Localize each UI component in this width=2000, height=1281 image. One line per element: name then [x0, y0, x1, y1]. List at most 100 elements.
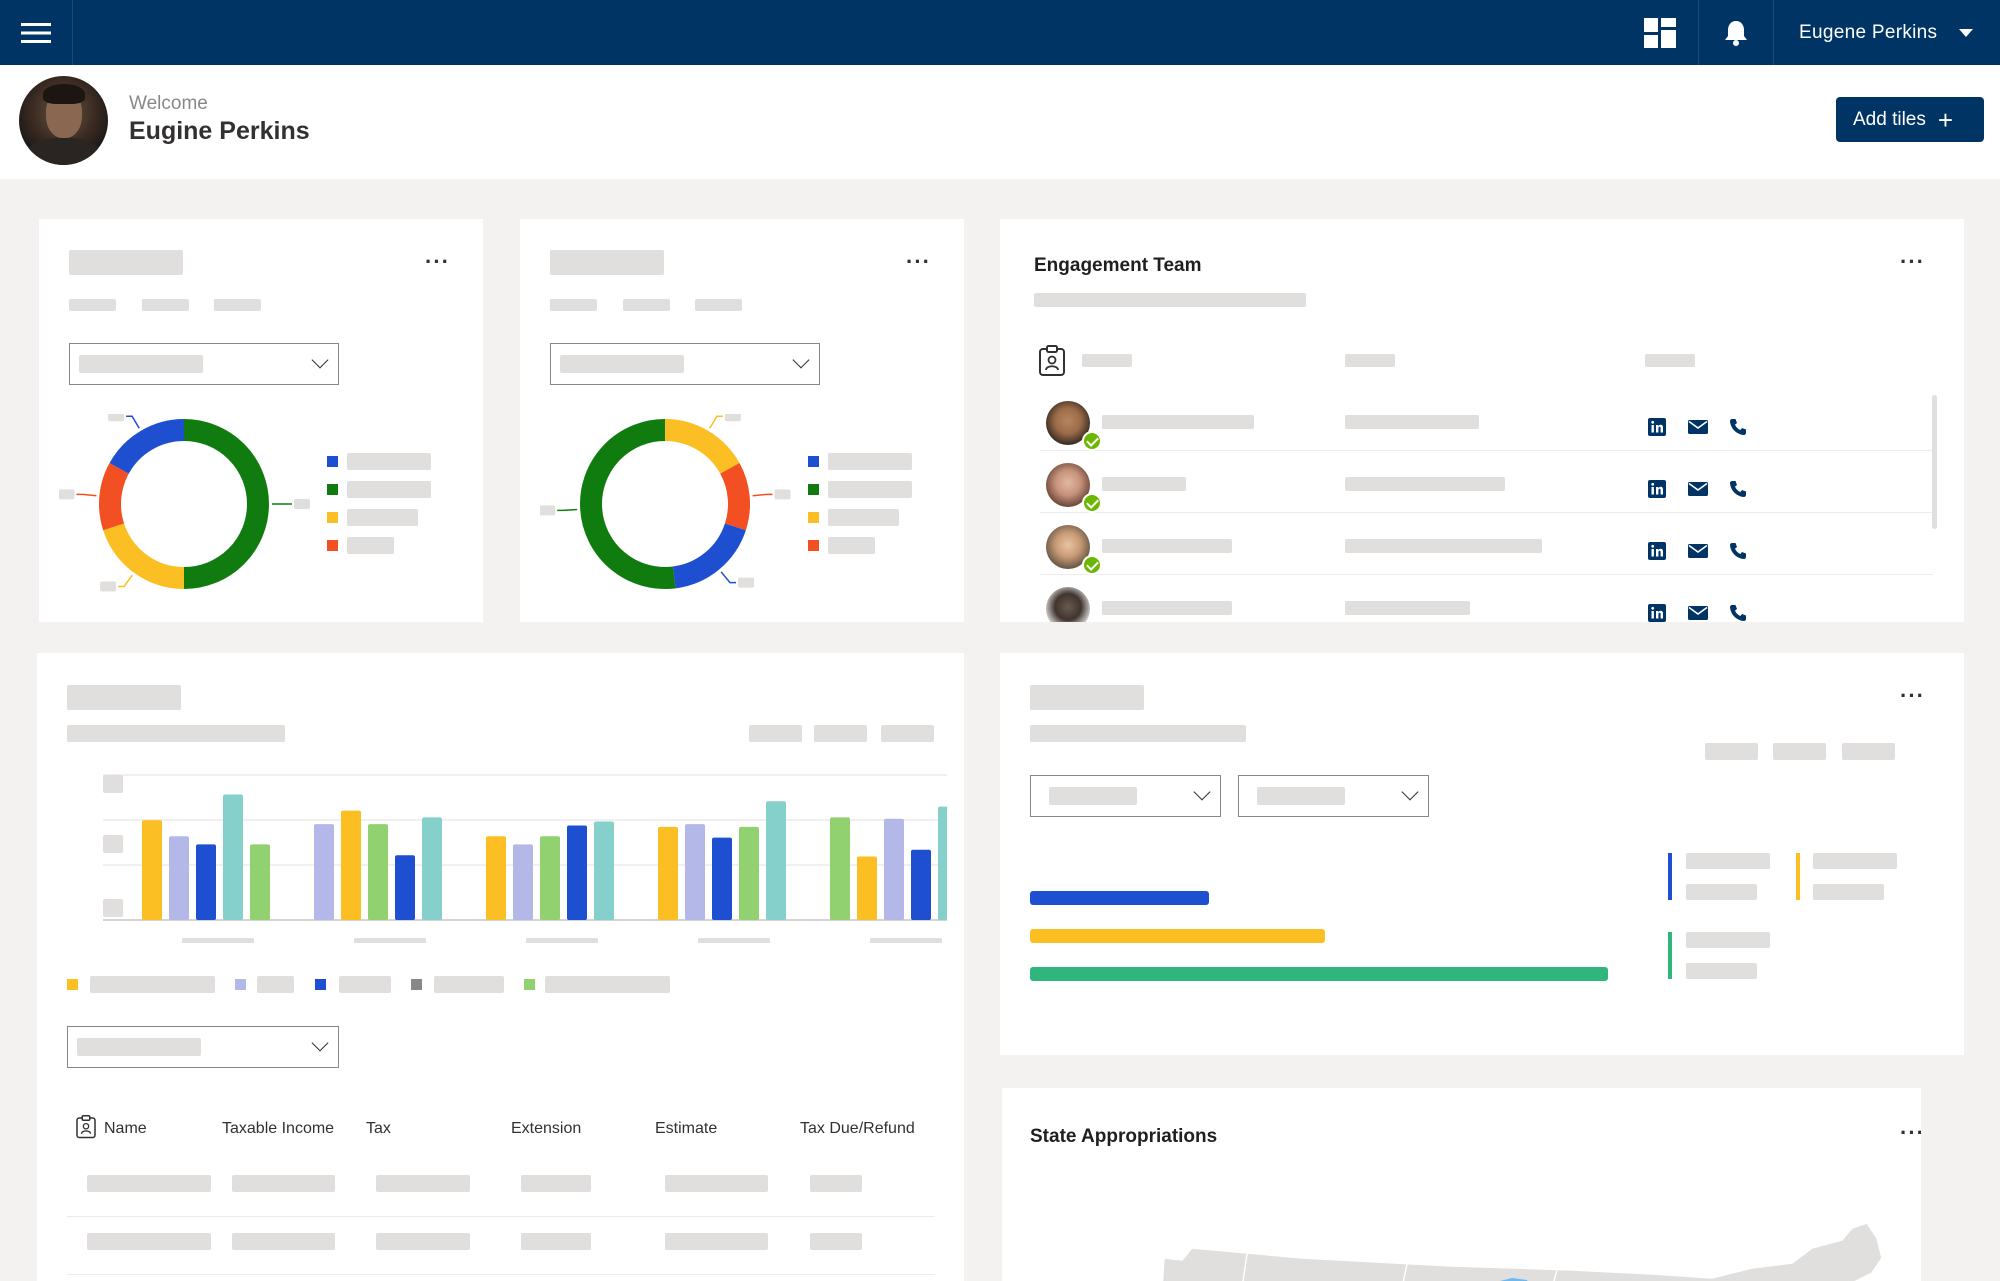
- phone-icon[interactable]: [1728, 417, 1748, 437]
- mail-icon[interactable]: [1687, 417, 1708, 437]
- welcome-header: Welcome Eugine Perkins Add tiles +: [0, 65, 2000, 179]
- table-header-tax[interactable]: Tax: [366, 1120, 391, 1137]
- donut-1-dropdown[interactable]: [69, 343, 339, 385]
- plus-icon: +: [1937, 104, 1954, 135]
- donut-slice[interactable]: [109, 419, 185, 475]
- donut-chart-1: [59, 414, 310, 592]
- filter-dropdown-1[interactable]: [1030, 775, 1221, 817]
- linkedin-icon[interactable]: [1647, 603, 1667, 622]
- bar[interactable]: [513, 844, 533, 920]
- table-row[interactable]: [67, 1217, 935, 1275]
- linkedin-icon[interactable]: [1647, 479, 1667, 499]
- bar[interactable]: [739, 826, 759, 920]
- donut-slice[interactable]: [720, 463, 750, 531]
- chevron-down-icon: [311, 1034, 329, 1052]
- chevron-down-icon: [1959, 28, 1974, 37]
- team-row-2[interactable]: [1040, 451, 1933, 513]
- donut-2-dropdown[interactable]: [550, 343, 820, 385]
- horizontal-bar[interactable]: [1030, 891, 1209, 905]
- legend-swatch: [808, 540, 819, 551]
- us-map[interactable]: [1152, 1218, 1892, 1281]
- bar[interactable]: [341, 810, 361, 920]
- mail-icon[interactable]: [1687, 541, 1708, 561]
- bar[interactable]: [486, 836, 506, 920]
- legend-value-placeholder: [1686, 884, 1757, 900]
- bar[interactable]: [196, 844, 216, 920]
- phone-icon[interactable]: [1728, 541, 1748, 561]
- add-tiles-button[interactable]: Add tiles +: [1836, 97, 1984, 142]
- bar[interactable]: [567, 825, 587, 921]
- bar[interactable]: [540, 836, 560, 920]
- bar[interactable]: [594, 821, 614, 920]
- clipboard-icon: [1039, 345, 1065, 376]
- bar[interactable]: [368, 824, 388, 920]
- phone-icon[interactable]: [1728, 603, 1748, 622]
- table-header-tax-due-refund[interactable]: Tax Due/Refund: [800, 1120, 915, 1137]
- filter-placeholder: [814, 725, 867, 742]
- more-options-button[interactable]: ···: [1900, 249, 1925, 274]
- bar[interactable]: [685, 824, 705, 920]
- table-row[interactable]: [67, 1159, 935, 1217]
- member-role-placeholder: [1345, 601, 1470, 615]
- donut-slice[interactable]: [103, 523, 185, 589]
- mail-icon[interactable]: [1687, 479, 1708, 499]
- donut-slice[interactable]: [580, 419, 676, 589]
- bar[interactable]: [830, 817, 850, 920]
- hamburger-menu-button[interactable]: [0, 0, 73, 65]
- table-filter-dropdown[interactable]: [67, 1026, 339, 1068]
- donut-slice[interactable]: [99, 463, 129, 531]
- team-row-1[interactable]: [1040, 389, 1933, 451]
- bar[interactable]: [857, 856, 877, 920]
- linkedin-icon[interactable]: [1647, 541, 1667, 561]
- bar[interactable]: [712, 837, 732, 920]
- scrollbar[interactable]: [1932, 395, 1937, 529]
- horizontal-bar[interactable]: [1030, 929, 1325, 943]
- bar[interactable]: [938, 806, 947, 920]
- notifications-button[interactable]: [1698, 0, 1774, 65]
- donut-slice[interactable]: [672, 523, 746, 589]
- bar[interactable]: [169, 836, 189, 920]
- team-row-4[interactable]: [1040, 575, 1933, 622]
- donut-chart-2: [540, 414, 791, 589]
- table-header-name[interactable]: Name: [104, 1120, 147, 1137]
- filter-dropdown-2[interactable]: [1238, 775, 1429, 817]
- table-header-taxable-income[interactable]: Taxable Income: [222, 1120, 335, 1137]
- tiles-layout-button[interactable]: [1625, 0, 1695, 65]
- mail-icon[interactable]: [1687, 603, 1708, 622]
- linkedin-icon[interactable]: [1647, 417, 1667, 437]
- horizontal-bar[interactable]: [1030, 967, 1608, 981]
- donut-slice[interactable]: [183, 419, 269, 589]
- bar[interactable]: [142, 820, 162, 920]
- bar[interactable]: [766, 801, 786, 920]
- more-options-button[interactable]: ···: [425, 249, 450, 274]
- bar[interactable]: [314, 824, 334, 920]
- more-options-button[interactable]: ···: [906, 249, 931, 274]
- bar[interactable]: [658, 826, 678, 920]
- slice-label-placeholder: [724, 414, 741, 422]
- user-menu-button[interactable]: Eugene Perkins: [1775, 0, 2000, 65]
- donut-slice[interactable]: [664, 419, 740, 475]
- placeholder-text: [214, 299, 261, 311]
- bar[interactable]: [250, 844, 270, 920]
- column-header-placeholder: [1645, 354, 1695, 367]
- donut-card-2: ···: [520, 219, 964, 622]
- placeholder-text: [69, 299, 116, 311]
- table-header-extension[interactable]: Extension: [511, 1120, 582, 1137]
- bar[interactable]: [395, 855, 415, 920]
- table-cell-placeholder: [232, 1175, 335, 1192]
- bar[interactable]: [911, 849, 931, 920]
- leader-line: [76, 493, 97, 497]
- phone-icon[interactable]: [1728, 479, 1748, 499]
- more-options-button[interactable]: ···: [1900, 1120, 1921, 1145]
- team-row-3[interactable]: [1040, 513, 1933, 575]
- bar[interactable]: [422, 817, 442, 920]
- y-tick-placeholder: [103, 899, 123, 917]
- slice-label-placeholder: [540, 505, 556, 516]
- more-options-button[interactable]: ···: [1900, 683, 1925, 708]
- table-header-estimate[interactable]: Estimate: [655, 1120, 718, 1137]
- bar[interactable]: [223, 794, 243, 920]
- slice-label-placeholder: [59, 489, 75, 500]
- legend-label-placeholder: [347, 481, 431, 498]
- avatar: [19, 76, 108, 165]
- bar[interactable]: [884, 818, 904, 920]
